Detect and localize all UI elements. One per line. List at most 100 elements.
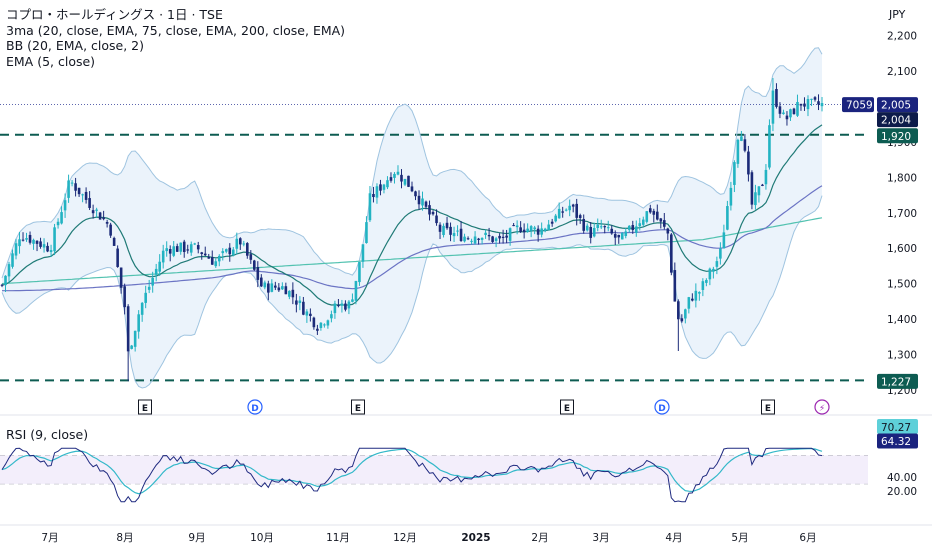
candle-body: [323, 324, 326, 326]
price-tick-label: 1,400: [887, 314, 917, 326]
indicator-bb[interactable]: BB (20, EMA, close, 2): [6, 38, 145, 53]
candle-body: [347, 301, 351, 309]
event-marker-3[interactable]: E: [560, 399, 574, 415]
event-marker-5[interactable]: E: [761, 399, 775, 415]
candle-body: [445, 222, 449, 229]
candle-body: [677, 301, 680, 320]
candle-body: [494, 238, 498, 241]
event-marker-badge: [351, 399, 365, 415]
candle-body: [186, 249, 190, 251]
candle-body: [196, 245, 200, 250]
candle-body: [133, 330, 137, 347]
candle-body: [161, 250, 165, 263]
candle-body: [386, 180, 389, 188]
candle-body: [0, 284, 4, 286]
rsi-badge: 64.32: [877, 433, 918, 449]
indicator-ema[interactable]: EMA (5, close): [6, 53, 96, 69]
rsi-band: [0, 455, 868, 484]
event-markers: E D E E D E ⚡: [138, 399, 830, 415]
resistance-badge-text: 1,920: [881, 131, 911, 143]
volume-badge-bg: [842, 97, 874, 113]
candle-body: [263, 282, 267, 288]
candle-body: [410, 186, 414, 192]
candle-body: [564, 209, 568, 211]
candle-body: [522, 229, 526, 233]
rsi-legend[interactable]: RSI (9, close): [6, 427, 89, 442]
candle-body: [803, 103, 806, 107]
event-marker-6[interactable]: ⚡: [814, 399, 830, 415]
rsi-ma-line: [1, 447, 823, 495]
candle-body: [140, 302, 144, 315]
price-tick-label: 2,200: [887, 31, 917, 43]
rsi-ma-badge-bg: [877, 419, 918, 434]
candle-body: [25, 238, 28, 240]
rsi-tick-label: 20.00: [887, 486, 917, 498]
candle-body: [505, 235, 508, 238]
candle-body: [39, 241, 42, 247]
event-marker-1[interactable]: D: [247, 399, 263, 415]
candle-body: [428, 205, 431, 215]
candle-body: [599, 226, 603, 228]
candle-body: [102, 217, 105, 220]
candle-body: [309, 313, 312, 317]
event-marker-2[interactable]: E: [351, 399, 365, 415]
candle-body: [729, 187, 733, 206]
candle-body: [224, 249, 228, 252]
candle-body: [375, 186, 379, 198]
event-marker-4[interactable]: D: [654, 399, 670, 415]
candle-body: [536, 228, 540, 235]
candle-body: [18, 239, 21, 247]
candle-body: [613, 234, 617, 238]
candle-body: [98, 212, 102, 220]
candle-body: [540, 228, 543, 235]
currency-label[interactable]: JPY: [889, 8, 906, 21]
candle-body: [655, 211, 659, 220]
candle-body: [210, 257, 214, 265]
candle-body: [214, 261, 218, 267]
chart-title[interactable]: コプロ・ホールディングス · 1日 · TSE: [6, 7, 223, 22]
ema200-line: [1, 217, 823, 285]
candle-body: [91, 210, 95, 214]
candle-body: [344, 303, 347, 310]
candle-body: [459, 228, 463, 241]
indicator-3ma[interactable]: 3ma (20, close, EMA, 75, close, EMA, 200…: [6, 22, 346, 38]
candle-body: [32, 239, 35, 244]
candle-body: [466, 238, 470, 240]
candle-body: [337, 305, 340, 307]
candle-body: [396, 171, 400, 175]
price-tick-label: 1,700: [887, 208, 917, 220]
candle-body: [806, 99, 810, 110]
candle-body: [764, 169, 768, 185]
event-marker-0[interactable]: E: [138, 399, 152, 415]
time-label: 2月: [531, 532, 548, 544]
candle-body: [477, 238, 480, 240]
candle-body: [7, 264, 11, 277]
candle-body: [305, 311, 309, 316]
candle-body: [691, 298, 694, 301]
candle-body: [421, 198, 424, 206]
candle-body: [543, 228, 547, 231]
candle-body: [435, 215, 438, 224]
candle-body: [501, 236, 505, 238]
candle-body: [631, 225, 635, 231]
candle-body: [652, 210, 656, 215]
ema20-line: [1, 124, 823, 306]
candle-body: [480, 237, 484, 240]
candle-body: [687, 297, 691, 309]
candle-body: [67, 180, 70, 198]
candle-body: [119, 267, 123, 288]
candle-body: [550, 221, 554, 224]
event-marker-label: D: [658, 404, 665, 414]
candle-body: [610, 228, 614, 234]
candle-body: [147, 286, 151, 290]
candle-body: [123, 286, 126, 308]
candle-body: [46, 245, 49, 252]
candle-body: [351, 299, 354, 302]
volume-badge: 7059: [842, 97, 874, 113]
candle-body: [389, 177, 393, 181]
event-marker-badge: [761, 399, 775, 415]
candle-body: [84, 191, 88, 200]
candle-body: [35, 240, 39, 244]
time-label: 12月: [393, 532, 417, 544]
